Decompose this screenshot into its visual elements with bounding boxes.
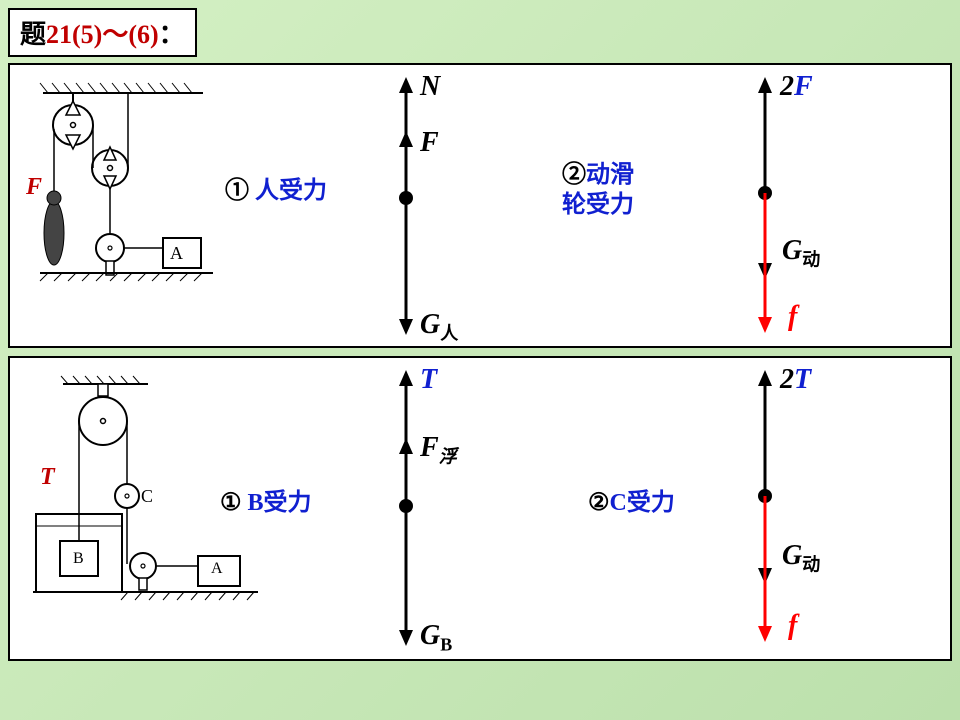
panel-bot: T B C A ① B受力 T F浮 GB ②C受力 2T G动 f — [8, 356, 952, 661]
fbd1-G-sym: G — [420, 309, 440, 340]
panel-top: F A ① 人受力 N F G人 ②动滑 轮受力 22FF G动 f — [8, 63, 952, 348]
fbdC-2T: 2T — [780, 364, 811, 396]
fbd2-Gd: G动 — [782, 235, 820, 272]
fbd-C-arrows — [740, 366, 790, 656]
fbdB-T: T — [420, 364, 437, 396]
fbd1-G: G人 — [420, 309, 458, 346]
fbdB-Ff-sub: 浮 — [439, 447, 457, 467]
label2b-num: ② — [588, 490, 610, 516]
label2b-txt: C受力 — [610, 490, 675, 516]
panel-top-label2: ②动滑 轮受力 — [562, 160, 634, 220]
fbdC-Gd-sym: G — [782, 540, 802, 571]
fbdB-G-sym: G — [420, 620, 440, 651]
fbdB-Ff: F浮 — [420, 432, 457, 469]
fbdC-f: f — [788, 610, 797, 642]
label2-num: ② — [562, 162, 586, 188]
label1-txt: 人受力 — [249, 178, 327, 204]
fbd2-Gd-sym: G — [782, 235, 802, 266]
fbd1-N: N — [420, 71, 440, 103]
fbdB-Ff-sym: F — [420, 432, 439, 463]
title-prefix: 题 — [20, 20, 46, 49]
diagram-bot-T: T — [40, 464, 55, 491]
fbd-B-arrows — [386, 366, 426, 656]
label1b-txt: B受力 — [242, 490, 312, 516]
fbd-pulley-arrows — [740, 73, 790, 343]
title-num: 21(5)～(6) — [46, 20, 159, 49]
diagram-bot-C: C — [141, 486, 153, 507]
fbd2-Gd-sub: 动 — [802, 250, 820, 270]
diagram-top-A: A — [170, 243, 183, 264]
fbdB-G: GB — [420, 620, 452, 656]
diagram-bot-A: A — [211, 560, 223, 578]
fbd2-2F: 22FF — [780, 71, 813, 103]
panel-bot-label2: ②C受力 — [588, 482, 675, 517]
title-suffix: ： — [159, 20, 185, 49]
panel-top-label1: ① 人受力 — [225, 170, 327, 205]
fbd1-G-sub: 人 — [440, 324, 458, 344]
label1-num: ① — [225, 178, 249, 204]
fbdB-G-sub: B — [440, 635, 452, 655]
setup-diagram-top — [18, 73, 218, 323]
panel-bot-label1: ① B受力 — [220, 482, 312, 517]
fbd-person-arrows — [386, 73, 426, 343]
title-box: 题21(5)～(6)： — [8, 8, 197, 57]
fbdC-Gd: G动 — [782, 540, 820, 577]
diagram-top-F: F — [26, 174, 42, 201]
diagram-bot-B: B — [73, 550, 84, 568]
label1b-num: ① — [220, 490, 242, 516]
fbdC-Gd-sub: 动 — [802, 555, 820, 575]
fbd1-F: F — [420, 127, 439, 159]
fbd2-f: f — [788, 301, 797, 333]
